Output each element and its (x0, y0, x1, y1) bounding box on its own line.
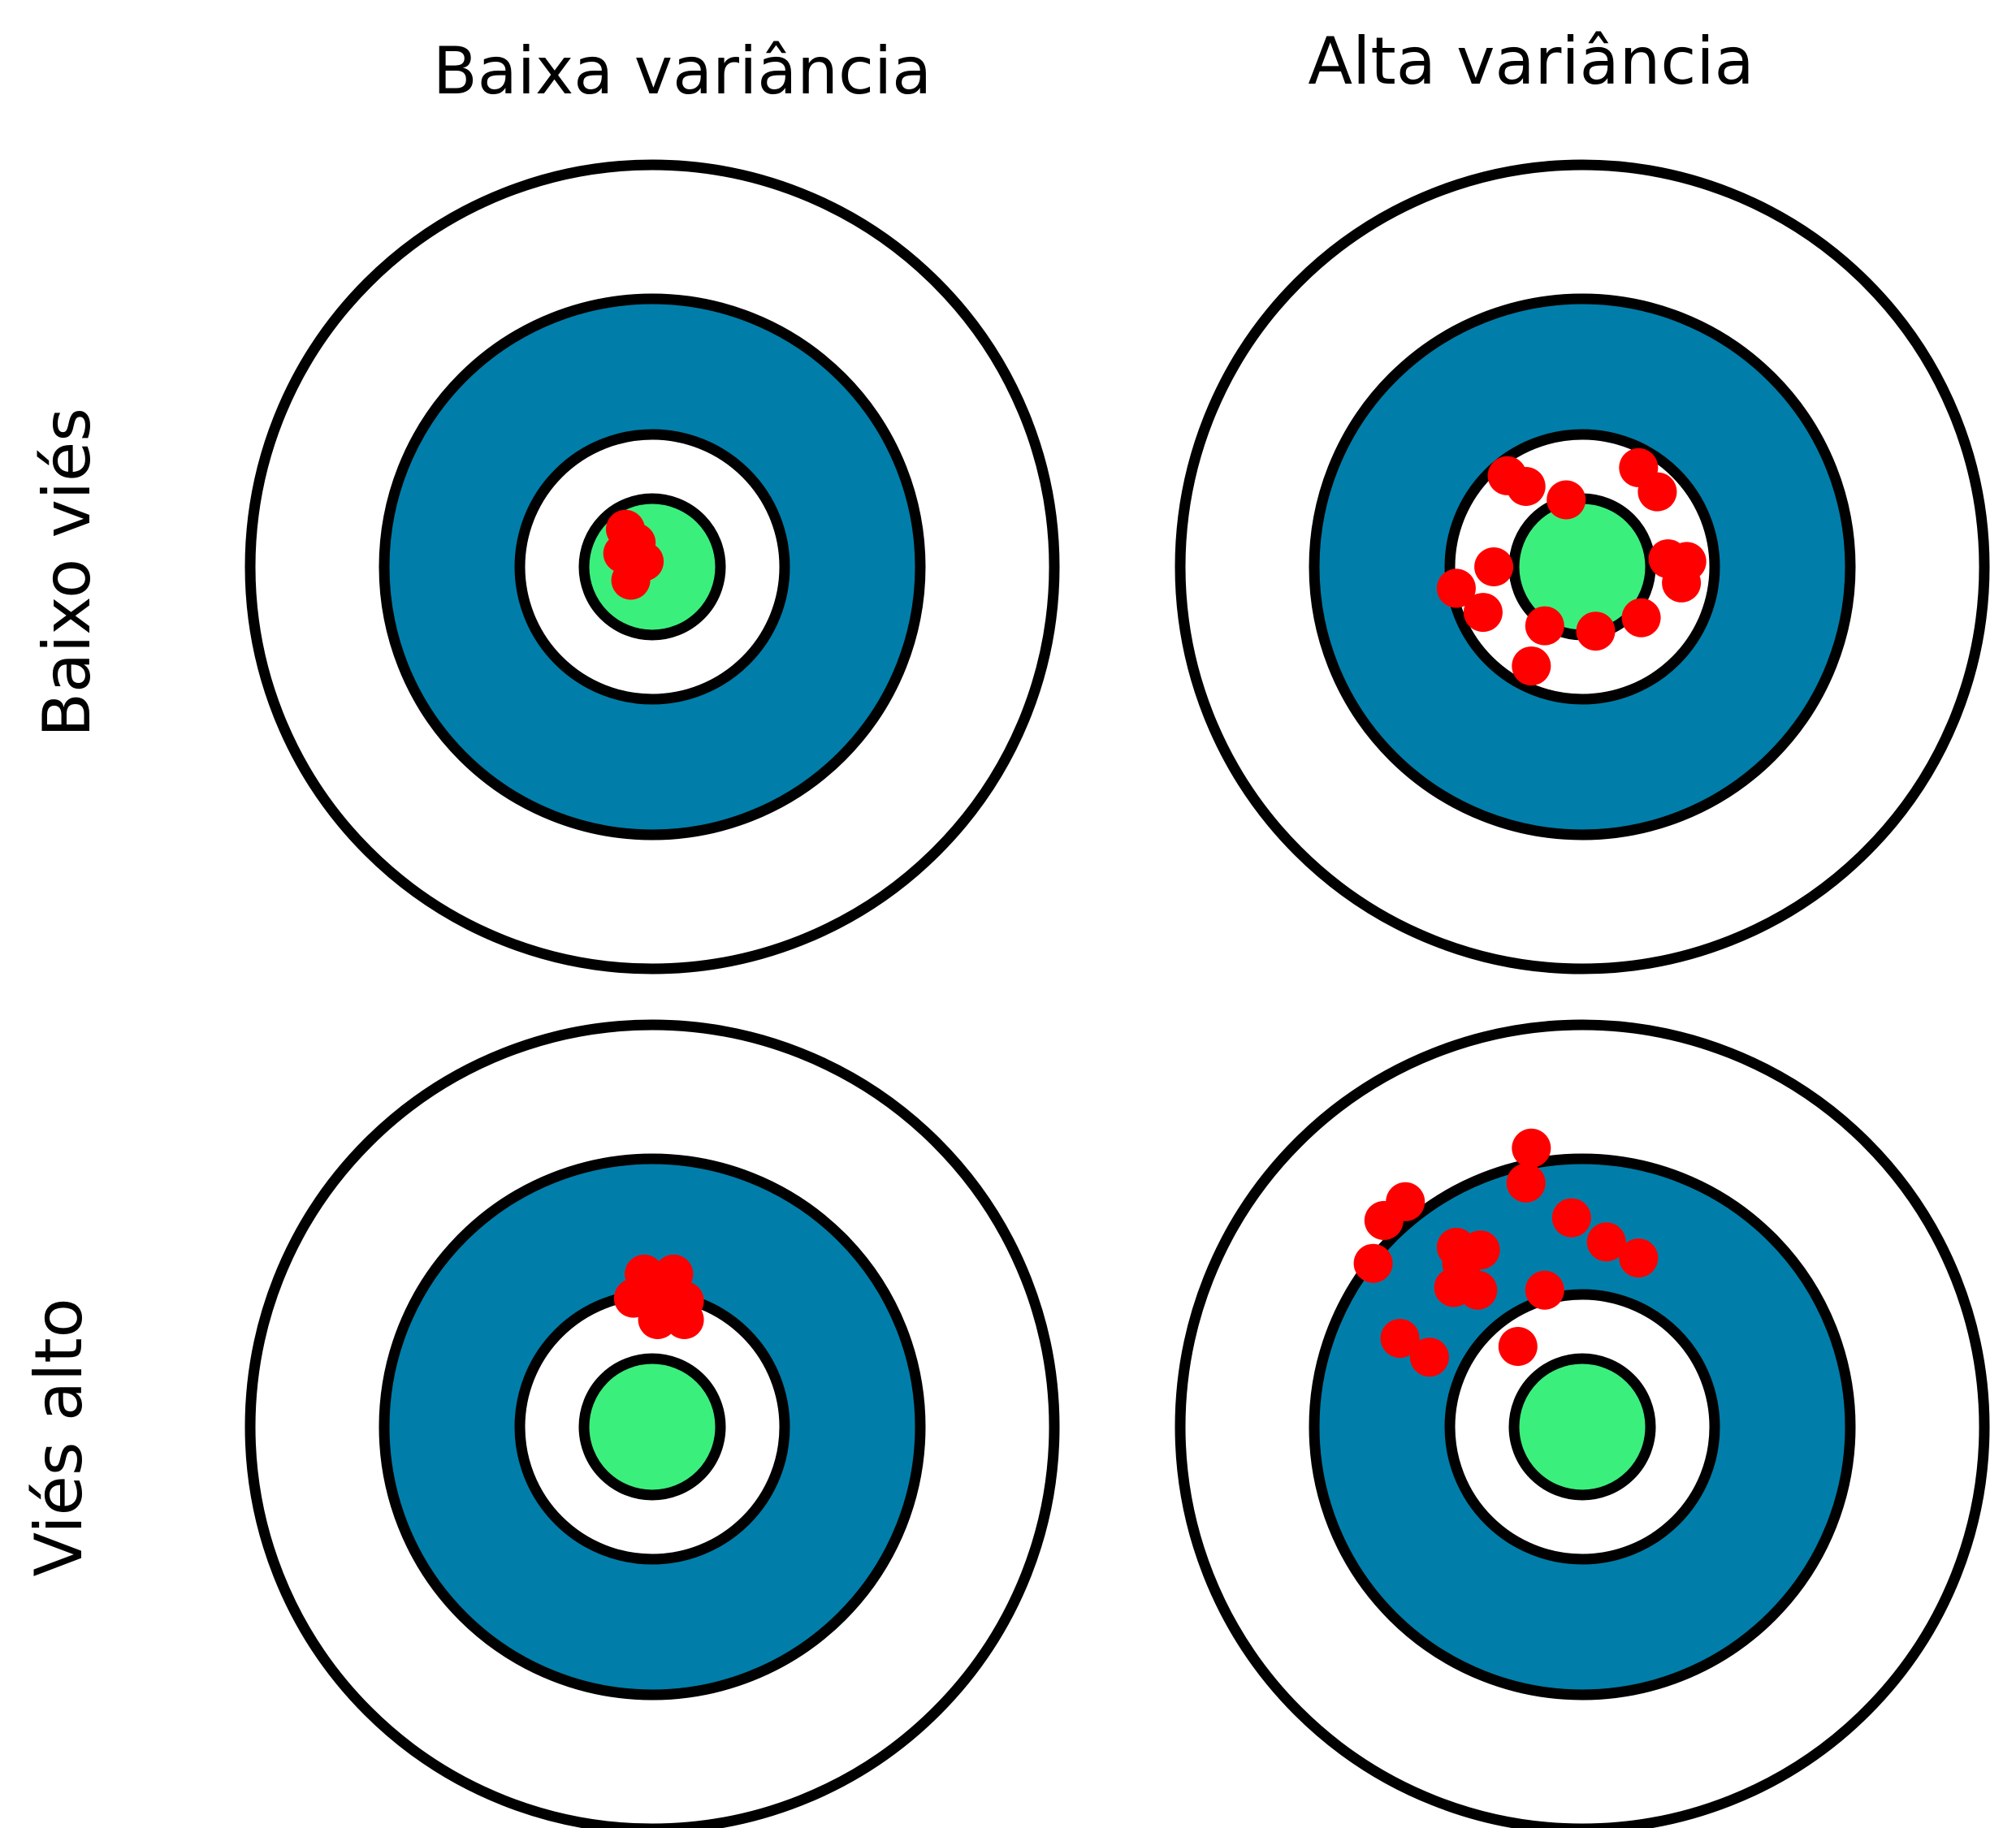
bullseye (584, 1359, 720, 1495)
hit-marker (1410, 1338, 1449, 1376)
column-label-low-variance: Baixa variância (433, 33, 932, 109)
column-label-high-variance: Alta variância (1308, 24, 1754, 99)
row-label-high-bias: Viés alto (21, 1298, 97, 1576)
target-vies-alto-alta-variancia (1180, 1025, 1984, 1828)
hit-marker (1525, 607, 1564, 646)
hit-marker (1458, 1271, 1497, 1310)
row-label-low-bias: Baixo viés (29, 408, 105, 737)
hit-marker (1512, 1129, 1551, 1168)
hit-marker (1507, 467, 1546, 506)
hit-marker (1354, 1244, 1393, 1283)
hit-marker (612, 561, 651, 600)
hit-marker (1577, 611, 1616, 650)
hit-marker (1622, 599, 1661, 637)
hit-marker (1464, 593, 1503, 632)
hit-marker (1547, 481, 1586, 520)
target-vies-alto-baixa-variancia (250, 1025, 1054, 1828)
hit-marker (1619, 1238, 1658, 1277)
hit-marker (1365, 1201, 1404, 1240)
hit-marker (1552, 1199, 1591, 1238)
hit-marker (665, 1300, 704, 1339)
hit-marker (1637, 473, 1676, 512)
hit-marker (1512, 646, 1551, 685)
bullseye (1514, 1359, 1650, 1495)
hit-marker (1499, 1327, 1538, 1366)
hit-marker (1525, 1271, 1564, 1310)
hit-marker (1474, 547, 1513, 586)
target-baixo-vies-alta-variancia (1180, 165, 1984, 969)
targets-group (250, 165, 1984, 1828)
hit-marker (1662, 564, 1701, 603)
target-baixo-vies-baixa-variancia (250, 165, 1054, 969)
hit-marker (1507, 1164, 1546, 1203)
